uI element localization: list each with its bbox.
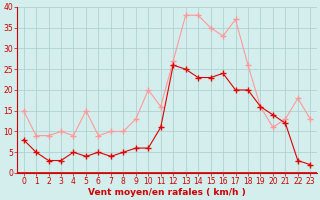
X-axis label: Vent moyen/en rafales ( km/h ): Vent moyen/en rafales ( km/h ) xyxy=(88,188,246,197)
